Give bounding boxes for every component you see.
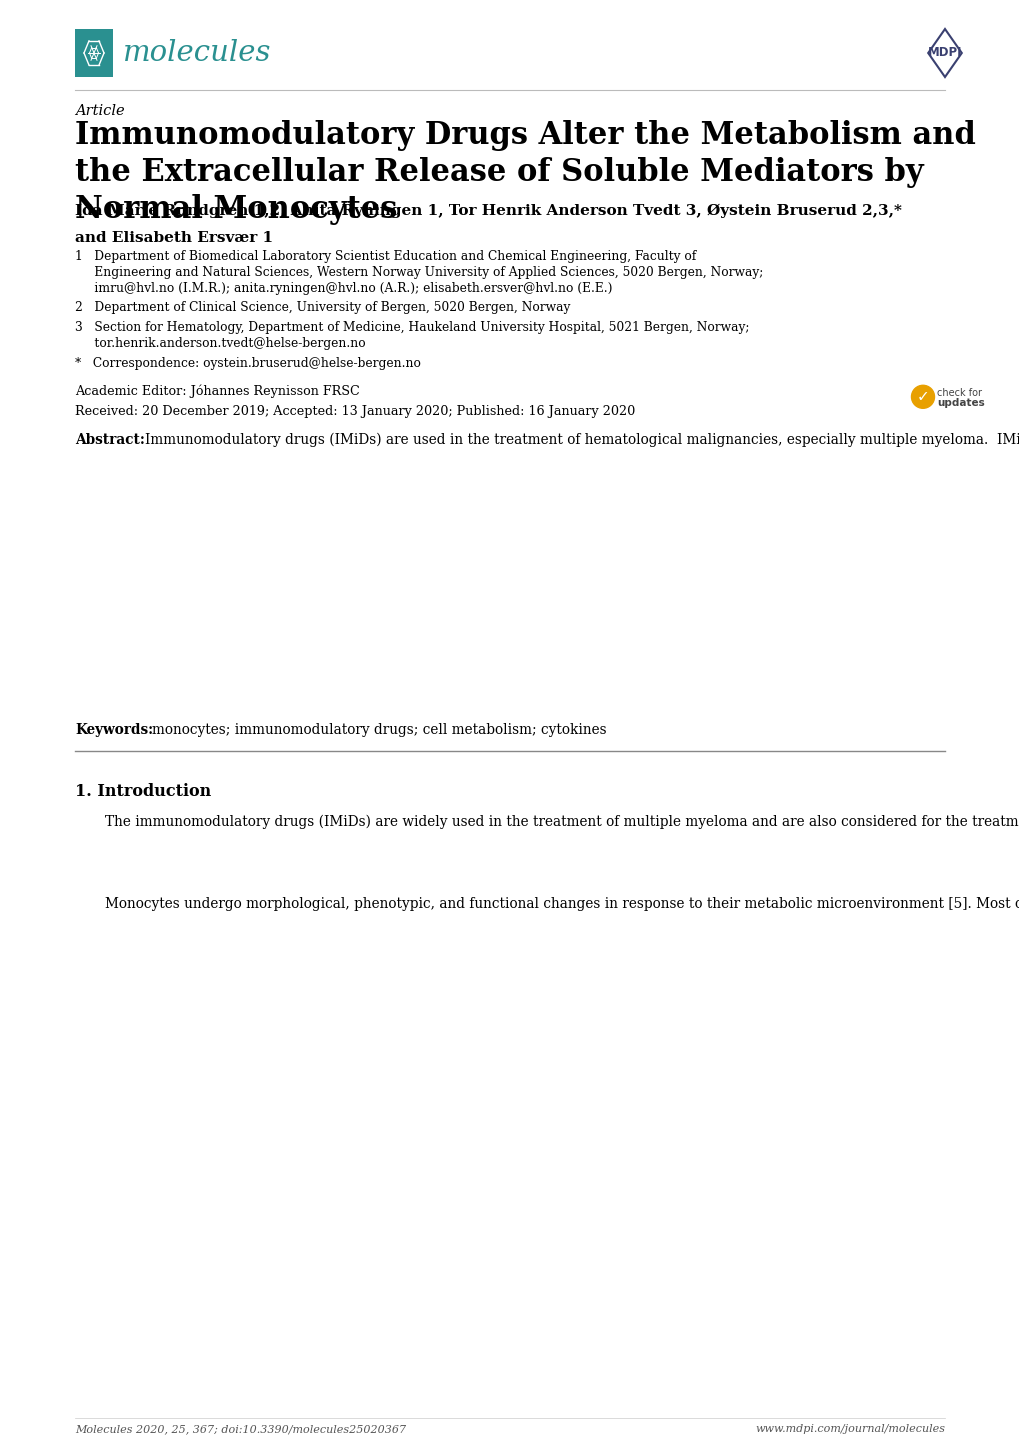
FancyBboxPatch shape (75, 29, 113, 76)
Text: The immunomodulatory drugs (IMiDs) are widely used in the treatment of multiple : The immunomodulatory drugs (IMiDs) are w… (105, 815, 1019, 829)
Text: imru@hvl.no (I.M.R.); anita.ryningen@hvl.no (A.R.); elisabeth.ersver@hvl.no (E.E: imru@hvl.no (I.M.R.); anita.ryningen@hvl… (75, 281, 611, 294)
Text: 2   Department of Clinical Science, University of Bergen, 5020 Bergen, Norway: 2 Department of Clinical Science, Univer… (75, 301, 570, 314)
Text: updates: updates (936, 398, 983, 408)
Text: Abstract:: Abstract: (75, 433, 145, 447)
Text: monocytes; immunomodulatory drugs; cell metabolism; cytokines: monocytes; immunomodulatory drugs; cell … (152, 722, 606, 737)
Text: molecules: molecules (123, 39, 271, 66)
Text: 1   Department of Biomedical Laboratory Scientist Education and Chemical Enginee: 1 Department of Biomedical Laboratory Sc… (75, 249, 696, 262)
Text: Engineering and Natural Sciences, Western Norway University of Applied Sciences,: Engineering and Natural Sciences, Wester… (75, 265, 762, 278)
Text: Molecules 2020, 25, 367; doi:10.3390/molecules25020367: Molecules 2020, 25, 367; doi:10.3390/mol… (75, 1425, 406, 1433)
Text: Academic Editor: Jóhannes Reynisson FRSC: Academic Editor: Jóhannes Reynisson FRSC (75, 385, 360, 398)
Text: Received: 20 December 2019; Accepted: 13 January 2020; Published: 16 January 202: Received: 20 December 2019; Accepted: 13… (75, 405, 635, 418)
Text: MDPI: MDPI (927, 46, 961, 59)
Text: check for: check for (936, 388, 981, 398)
Text: Immunomodulatory drugs (IMiDs) are used in the treatment of hematological malign: Immunomodulatory drugs (IMiDs) are used … (145, 433, 1019, 447)
Text: and Elisabeth Ersvær 1: and Elisabeth Ersvær 1 (75, 231, 273, 245)
Text: Keywords:: Keywords: (75, 722, 153, 737)
Text: *   Correspondence: oystein.bruserud@helse-bergen.no: * Correspondence: oystein.bruserud@helse… (75, 356, 421, 369)
Text: 3   Section for Hematology, Department of Medicine, Haukeland University Hospita: 3 Section for Hematology, Department of … (75, 322, 749, 335)
Text: ✓: ✓ (916, 389, 928, 404)
Text: Article: Article (75, 104, 124, 118)
Text: 1. Introduction: 1. Introduction (75, 783, 211, 800)
Text: tor.henrik.anderson.tvedt@helse-bergen.no: tor.henrik.anderson.tvedt@helse-bergen.n… (75, 337, 365, 350)
Text: Immunomodulatory Drugs Alter the Metabolism and
the Extracellular Release of Sol: Immunomodulatory Drugs Alter the Metabol… (75, 120, 975, 225)
Text: Monocytes undergo morphological, phenotypic, and functional changes in response : Monocytes undergo morphological, phenoty… (105, 897, 1019, 911)
Text: www.mdpi.com/journal/molecules: www.mdpi.com/journal/molecules (754, 1425, 944, 1433)
Circle shape (911, 385, 933, 408)
Polygon shape (927, 29, 961, 76)
Text: Ida Marie Rundgren 1,2, Anita Ryningen 1, Tor Henrik Anderson Tvedt 3, Øystein B: Ida Marie Rundgren 1,2, Anita Ryningen 1… (75, 203, 901, 218)
